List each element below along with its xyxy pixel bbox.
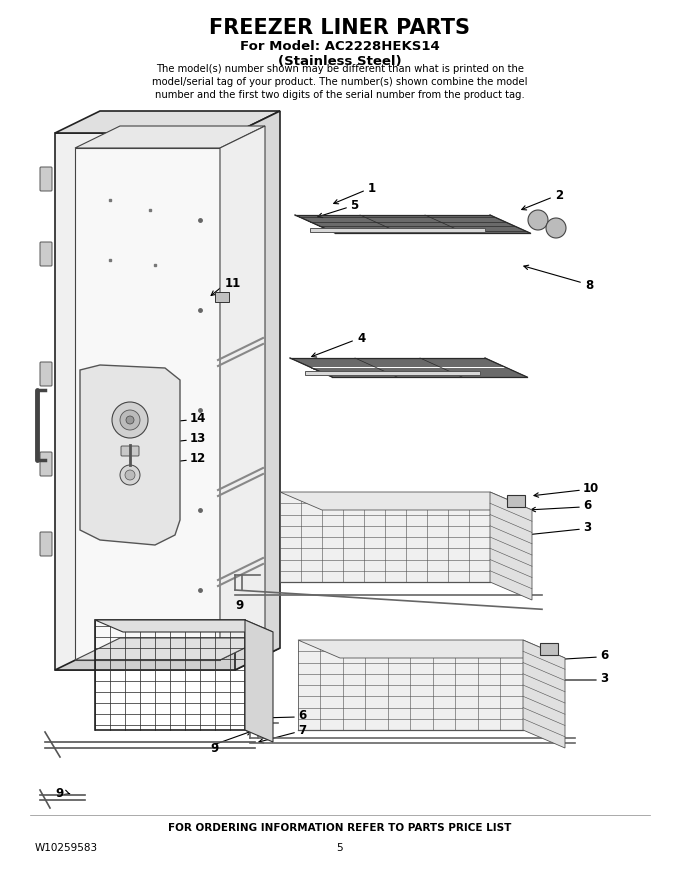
Polygon shape (75, 126, 265, 148)
Text: 5: 5 (337, 843, 343, 853)
Circle shape (126, 416, 134, 424)
Polygon shape (80, 365, 180, 545)
Bar (305, 371, 480, 375)
Polygon shape (298, 640, 565, 658)
Text: 6: 6 (298, 708, 306, 722)
Polygon shape (55, 133, 235, 670)
FancyBboxPatch shape (121, 446, 139, 456)
Text: 2: 2 (555, 188, 563, 202)
Circle shape (112, 402, 148, 438)
Polygon shape (490, 492, 532, 600)
Text: (Stainless Steel): (Stainless Steel) (278, 55, 402, 68)
Text: 7: 7 (298, 723, 306, 737)
Text: For Model: AC2228HEKS14: For Model: AC2228HEKS14 (240, 40, 440, 53)
Polygon shape (280, 492, 490, 582)
Polygon shape (235, 111, 280, 670)
Polygon shape (280, 492, 532, 510)
FancyBboxPatch shape (40, 362, 52, 386)
Circle shape (528, 210, 548, 230)
Text: 6: 6 (600, 649, 608, 662)
Text: 9: 9 (210, 742, 218, 754)
Text: The model(s) number shown may be different than what is printed on the
model/ser: The model(s) number shown may be differe… (152, 64, 528, 100)
Polygon shape (220, 126, 265, 660)
Text: FREEZER LINER PARTS: FREEZER LINER PARTS (209, 18, 471, 38)
Text: 9: 9 (55, 787, 63, 800)
Text: 10: 10 (583, 481, 599, 495)
FancyBboxPatch shape (40, 167, 52, 191)
FancyBboxPatch shape (40, 242, 52, 266)
Text: 5: 5 (350, 199, 358, 211)
Text: 11: 11 (225, 276, 241, 290)
Circle shape (546, 218, 566, 238)
FancyBboxPatch shape (40, 532, 52, 556)
Bar (310, 228, 485, 232)
Bar (215, 292, 229, 302)
Polygon shape (298, 640, 523, 730)
Polygon shape (245, 620, 273, 742)
Text: 3: 3 (600, 671, 608, 685)
Text: 1: 1 (368, 181, 376, 194)
Text: 12: 12 (190, 451, 206, 465)
Bar (507, 495, 525, 507)
Text: 3: 3 (583, 520, 591, 533)
Text: 14: 14 (190, 412, 206, 424)
Text: 13: 13 (190, 431, 206, 444)
Circle shape (125, 470, 135, 480)
Text: FOR ORDERING INFORMATION REFER TO PARTS PRICE LIST: FOR ORDERING INFORMATION REFER TO PARTS … (169, 823, 511, 833)
Polygon shape (523, 640, 565, 748)
Polygon shape (75, 148, 220, 660)
Polygon shape (55, 648, 280, 670)
Text: 4: 4 (357, 332, 365, 344)
Text: W10259583: W10259583 (35, 843, 98, 853)
Text: 9: 9 (235, 598, 243, 612)
Text: 6: 6 (583, 498, 591, 511)
Polygon shape (75, 638, 265, 660)
Text: 8: 8 (585, 278, 593, 291)
Polygon shape (95, 620, 273, 632)
Bar (540, 643, 558, 655)
Circle shape (120, 410, 140, 430)
Circle shape (120, 465, 140, 485)
Bar (95, 620, 245, 730)
FancyBboxPatch shape (40, 452, 52, 476)
Polygon shape (55, 111, 280, 133)
